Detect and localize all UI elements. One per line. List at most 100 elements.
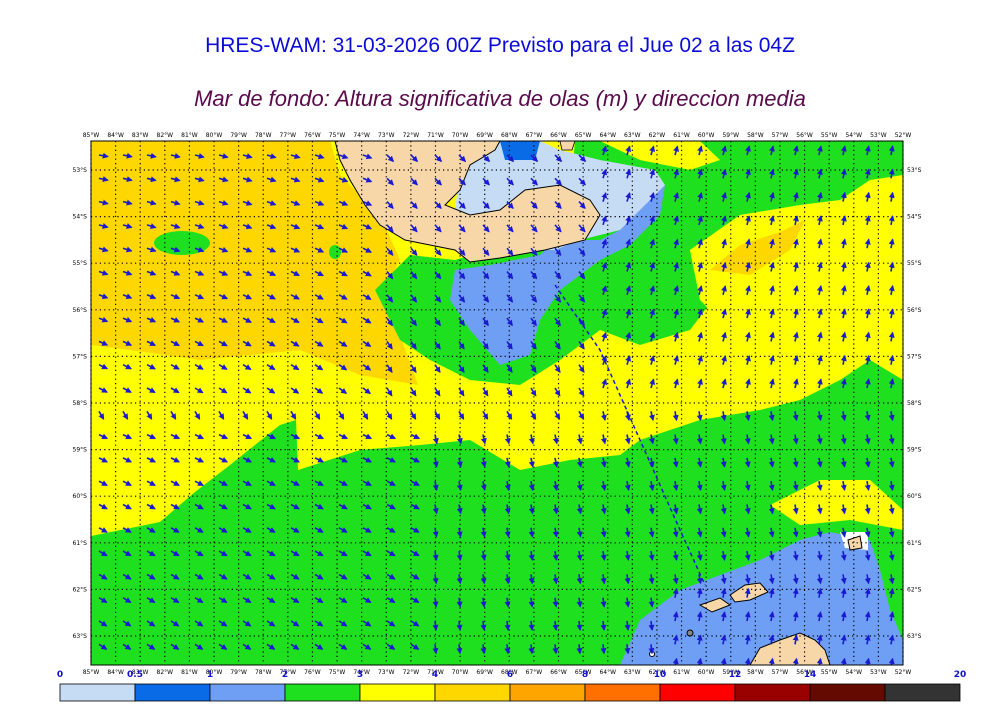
lon-label: 76°W: [304, 132, 321, 139]
direction-arrow: [864, 215, 871, 226]
direction-arrow: [864, 145, 871, 156]
lon-label: 69°W: [476, 132, 493, 139]
direction-arrow: [745, 331, 751, 342]
direction-arrow: [458, 294, 466, 303]
direction-arrow: [146, 527, 156, 533]
direction-arrow: [888, 215, 895, 226]
colorbar-tick: 10: [654, 670, 667, 680]
land-elephant-island: [847, 535, 863, 551]
direction-arrow: [290, 223, 301, 230]
direction-arrow: [864, 261, 871, 272]
direction-arrow: [673, 261, 679, 272]
direction-arrow: [290, 643, 300, 650]
direction-arrow: [697, 308, 703, 319]
direction-arrow: [840, 634, 847, 645]
direction-arrow: [745, 215, 751, 226]
direction-arrow: [888, 331, 895, 342]
direction-arrow: [768, 587, 775, 598]
direction-arrow: [816, 574, 823, 585]
direction-arrow: [480, 574, 487, 585]
direction-arrow: [697, 168, 703, 179]
direction-arrow: [506, 387, 513, 397]
lon-label: 58°W: [747, 669, 764, 676]
direction-arrow: [98, 480, 108, 487]
direction-arrow: [482, 271, 490, 280]
direction-arrow: [338, 340, 348, 347]
lon-label: 60°W: [698, 132, 715, 139]
direction-arrow: [649, 355, 656, 365]
direction-arrow: [458, 364, 465, 374]
direction-arrow: [506, 294, 514, 303]
direction-arrow: [578, 177, 586, 186]
direction-arrow: [218, 573, 228, 580]
direction-arrow: [194, 223, 205, 230]
direction-arrow: [122, 270, 133, 276]
direction-arrow: [696, 527, 703, 538]
direction-arrow: [504, 550, 511, 561]
direction-arrow: [697, 331, 703, 342]
direction-arrow: [194, 480, 204, 487]
direction-arrow: [888, 354, 895, 365]
direction-arrow: [170, 293, 181, 300]
direction-arrow: [649, 331, 656, 342]
direction-arrow: [338, 480, 348, 487]
direction-arrow: [410, 573, 420, 580]
direction-arrow: [649, 168, 656, 179]
direction-arrow: [864, 527, 871, 538]
direction-arrow: [578, 224, 586, 233]
direction-arrow: [122, 550, 132, 557]
direction-arrow: [386, 503, 396, 510]
direction-arrow: [362, 620, 372, 627]
direction-arrow: [314, 503, 324, 510]
direction-arrow: [625, 168, 632, 179]
direction-arrow: [482, 410, 489, 420]
direction-arrow: [792, 168, 799, 179]
direction-arrow: [552, 550, 559, 561]
direction-arrow: [888, 657, 895, 665]
direction-arrow: [266, 317, 276, 324]
direction-arrow: [840, 481, 847, 492]
direction-arrow: [362, 387, 371, 395]
direction-arrow: [888, 587, 895, 598]
direction-arrow: [314, 317, 324, 324]
direction-arrow: [458, 224, 466, 233]
lon-label: 83°W: [132, 669, 149, 676]
direction-arrow: [816, 481, 823, 492]
direction-arrow: [338, 410, 345, 420]
direction-arrow: [170, 246, 181, 253]
direction-arrow: [194, 364, 204, 370]
direction-arrow: [146, 270, 157, 276]
lat-label: 59°S: [73, 447, 88, 454]
direction-arrow: [242, 246, 253, 253]
map-title: HRES-WAM: 31-03-2026 00Z Previsto para e…: [205, 34, 795, 57]
lon-label: 80°W: [206, 132, 223, 139]
direction-arrow: [386, 364, 393, 374]
direction-arrow: [458, 247, 466, 256]
direction-arrow: [768, 527, 775, 538]
direction-arrow: [600, 504, 607, 515]
direction-arrow: [816, 550, 823, 561]
direction-arrow: [362, 153, 373, 160]
region-gold-ne: [710, 220, 805, 275]
direction-arrow: [720, 457, 727, 468]
direction-arrow: [624, 574, 631, 585]
direction-arrow: [624, 457, 631, 468]
direction-arrow: [601, 238, 608, 249]
direction-arrow: [386, 643, 396, 650]
lon-label: 57°W: [772, 669, 789, 676]
direction-arrow: [624, 644, 631, 655]
lon-label: 79°W: [230, 669, 247, 676]
direction-arrow: [386, 550, 396, 557]
direction-arrow: [386, 247, 394, 256]
direction-arrow: [314, 410, 321, 420]
lon-label: 66°W: [550, 132, 567, 139]
direction-arrow: [338, 456, 348, 463]
direction-arrow: [792, 574, 799, 585]
direction-arrow: [98, 176, 109, 183]
direction-arrow: [672, 587, 679, 598]
direction-arrow: [816, 457, 823, 468]
colorbar-swatch: [809, 683, 886, 702]
direction-arrow: [552, 434, 559, 445]
lon-label: 61°W: [673, 669, 690, 676]
direction-arrow: [840, 238, 847, 249]
